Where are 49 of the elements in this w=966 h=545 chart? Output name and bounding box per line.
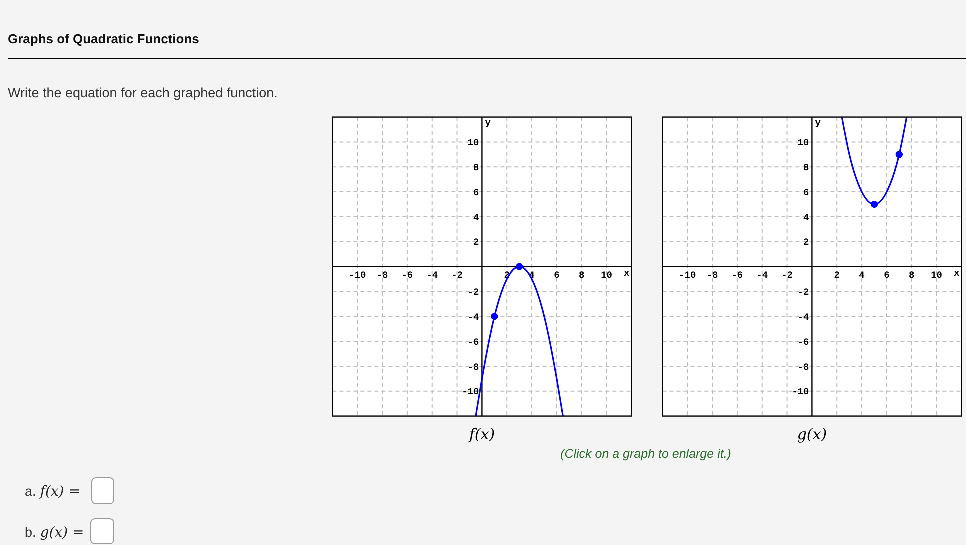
x-tick-label: 8 (909, 270, 916, 281)
y-tick-label: -2 (468, 287, 480, 298)
y-tick-label: -4 (468, 312, 480, 323)
text: (Click on a graph to enlarge it.) (560, 447, 732, 461)
y-tick-label: -6 (468, 336, 480, 348)
x-tick-label: -4 (756, 270, 768, 281)
x-tick-label: -10 (679, 270, 696, 281)
text: Graphs of Quadratic Functions (8, 32, 200, 46)
x-tick-label: -6 (732, 270, 744, 281)
x-tick-label: 6 (884, 270, 890, 281)
y-axis-title: y (485, 117, 492, 128)
y-tick-label: 10 (468, 138, 480, 149)
x-tick-label: -6 (402, 270, 414, 281)
y-tick-label: 4 (803, 212, 810, 224)
x-tick-label: 6 (554, 270, 560, 281)
y-axis-title: y (815, 117, 822, 128)
x-tick-label: 4 (859, 270, 866, 281)
x-tick-label: -2 (452, 270, 464, 281)
x-tick-label: 8 (579, 270, 586, 281)
y-tick-label: -2 (798, 287, 810, 298)
text: a. f(x) = (25, 484, 80, 500)
y-tick-label: 8 (473, 162, 480, 174)
x-tick-label: -8 (706, 270, 719, 281)
x-tick-label: 10 (931, 270, 943, 281)
y-tick-label: 2 (473, 237, 480, 248)
y-tick-label: -10 (792, 386, 810, 398)
y-tick-label: -8 (468, 362, 480, 373)
y-tick-label: -6 (798, 336, 810, 348)
y-tick-label: 2 (803, 237, 810, 248)
text: g(x) (797, 425, 828, 444)
text: Write the equation for each graphed function. (8, 86, 278, 100)
y-tick-label: 6 (803, 187, 810, 198)
x-tick-label: 2 (834, 270, 840, 281)
x-tick-label: 10 (601, 270, 613, 281)
x-tick-label: -10 (349, 270, 366, 281)
y-tick-label: -10 (462, 386, 480, 398)
x-tick-label: -8 (376, 270, 389, 281)
y-tick-label: 10 (798, 138, 810, 149)
y-tick-label: 4 (473, 212, 480, 224)
y-tick-label: 8 (803, 162, 810, 174)
x-tick-label: -4 (426, 270, 438, 281)
x-tick-label: -2 (782, 270, 794, 281)
text: b. g(x) = (25, 525, 84, 541)
x-axis-title: x (624, 268, 630, 279)
y-tick-label: -4 (798, 312, 810, 323)
text: f(x) (468, 425, 496, 444)
x-axis-title: x (954, 268, 960, 279)
y-tick-label: 6 (473, 187, 480, 198)
y-tick-label: -8 (798, 362, 810, 373)
